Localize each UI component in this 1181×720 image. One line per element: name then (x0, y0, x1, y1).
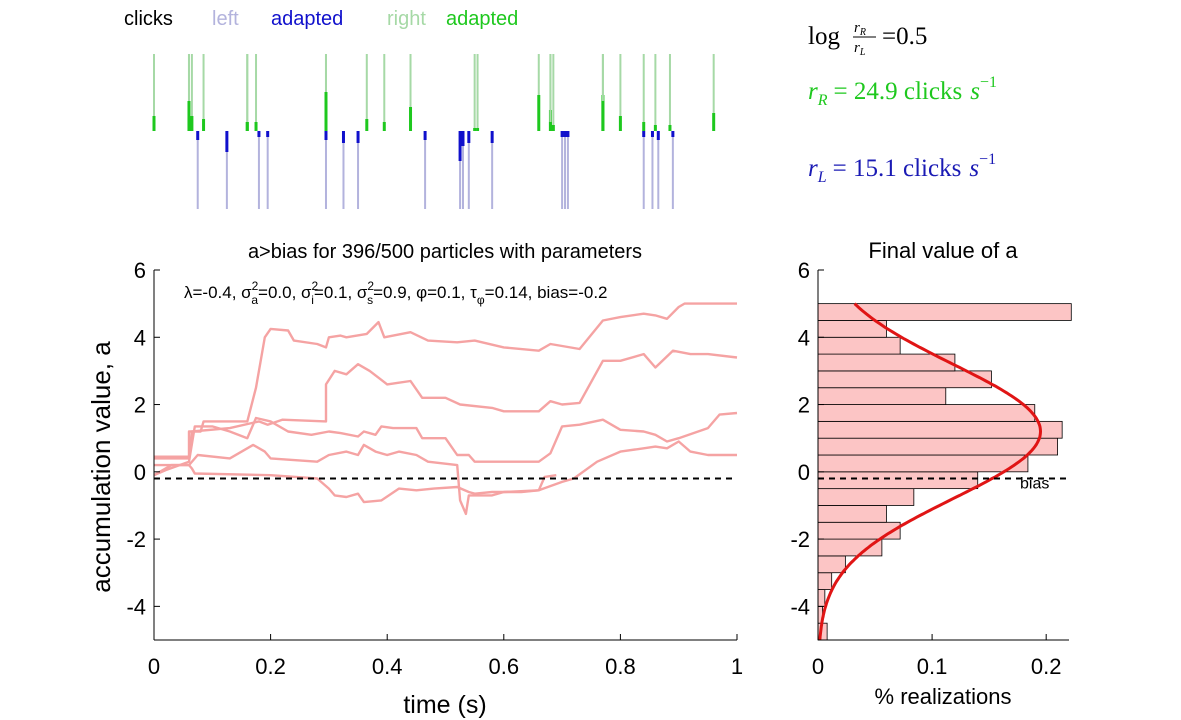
trajectory-xlabel: time (s) (403, 691, 486, 719)
trajectory-ylabel: accumulation value, a (86, 341, 116, 593)
formula-rate-left: rL = 15.1 clicks s−1 (808, 151, 996, 186)
click-raster (152, 54, 716, 209)
histogram-bar (817, 404, 1036, 422)
trajectory-axes: 0 0.2 0.4 0.6 0.8 1 -4 -2 0 2 4 6 (126, 258, 743, 679)
histogram-bar (817, 370, 992, 389)
ratio-log: log (808, 23, 840, 50)
rate-right-text: rR = 24.9 clicks s−1 (808, 74, 997, 109)
ratio-den: rL (854, 40, 866, 58)
legend-right: right (387, 8, 426, 30)
y-tick-label: 0 (134, 460, 146, 485)
y-tick-label: 4 (134, 325, 146, 350)
normal-fit-curve (818, 302, 1043, 641)
x-tick-label: 0.8 (605, 654, 636, 679)
legend-left: left (212, 8, 239, 30)
particle-trajectory (153, 411, 738, 477)
histogram-y-tick-label: -4 (790, 594, 810, 619)
histogram-y-tick-label: 0 (798, 460, 810, 485)
histogram-axes: 0 0.1 0.2 -4 -2 0 2 4 6 (790, 258, 1069, 679)
legend-right-adapted: adapted (446, 8, 518, 30)
y-tick-label: -4 (126, 594, 146, 619)
x-tick-label: 0.2 (255, 654, 286, 679)
histogram-y-tick-label: 2 (798, 393, 810, 418)
histogram-plot: Final value of a bias 0 0.1 0.2 -4 -2 0 2 4 6 % … (790, 238, 1072, 709)
histogram-x-tick-label: 0.2 (1031, 654, 1062, 679)
histogram-bar (817, 555, 846, 574)
histogram-xlabel: % realizations (875, 684, 1012, 709)
histogram-title: Final value of a (868, 238, 1018, 263)
particle-trajectory (154, 349, 738, 458)
y-tick-label: -2 (126, 527, 146, 552)
ratio-num: rR (854, 20, 866, 38)
histogram-y-tick-label: 4 (798, 325, 810, 350)
histogram-bar (817, 420, 1063, 439)
legend-left-adapted: adapted (271, 8, 343, 30)
trajectory-plot: a>bias for 396/500 particles with parame… (86, 241, 743, 719)
histogram-bar (817, 538, 883, 557)
formula-rate-right: rR = 24.9 clicks s−1 (808, 74, 997, 109)
histogram-bar (817, 521, 901, 540)
particle-trajectory (154, 302, 737, 460)
histogram-y-tick-label: 6 (798, 258, 810, 283)
bias-label: bias (1020, 476, 1049, 493)
legend-clicks: clicks (124, 8, 173, 30)
histogram-bar (817, 505, 887, 523)
trajectory-subtitle: λ=-0.4, σ2 a=0.0, σ2 i=0.1, σ2 s=0.9, φ=0.1… (184, 279, 608, 307)
histogram-bar (817, 336, 901, 355)
histogram-x-tick-label: 0.1 (917, 654, 948, 679)
histogram-bar (817, 454, 1029, 473)
histogram-y-tick-label: -2 (790, 527, 810, 552)
trajectory-title: a>bias for 396/500 particles with parame… (248, 241, 642, 263)
histogram-x-tick-label: 0 (812, 654, 824, 679)
x-tick-label: 1 (731, 654, 743, 679)
particle-trajectory (153, 463, 557, 504)
histogram-plot-area: bias (817, 302, 1072, 641)
histogram-bar (817, 353, 956, 372)
formula-ratio: log rR rL =0.5 (808, 20, 927, 58)
rate-left-text: rL = 15.1 clicks s−1 (808, 151, 996, 186)
histogram-bar (817, 488, 915, 506)
trajectory-plot-area (153, 302, 738, 516)
y-tick-label: 6 (134, 258, 146, 283)
histogram-bar (817, 387, 947, 405)
histogram-bar (817, 572, 833, 590)
x-tick-label: 0.6 (489, 654, 520, 679)
ratio-value: =0.5 (882, 23, 927, 50)
y-tick-label: 2 (134, 393, 146, 418)
histogram-bar (817, 437, 1058, 456)
x-tick-label: 0 (148, 654, 160, 679)
histogram-bar (817, 471, 979, 490)
x-tick-label: 0.4 (372, 654, 403, 679)
histogram-bar (817, 589, 826, 607)
particle-trajectory (154, 440, 737, 516)
legend: clicks left adapted right adapted (124, 8, 518, 30)
